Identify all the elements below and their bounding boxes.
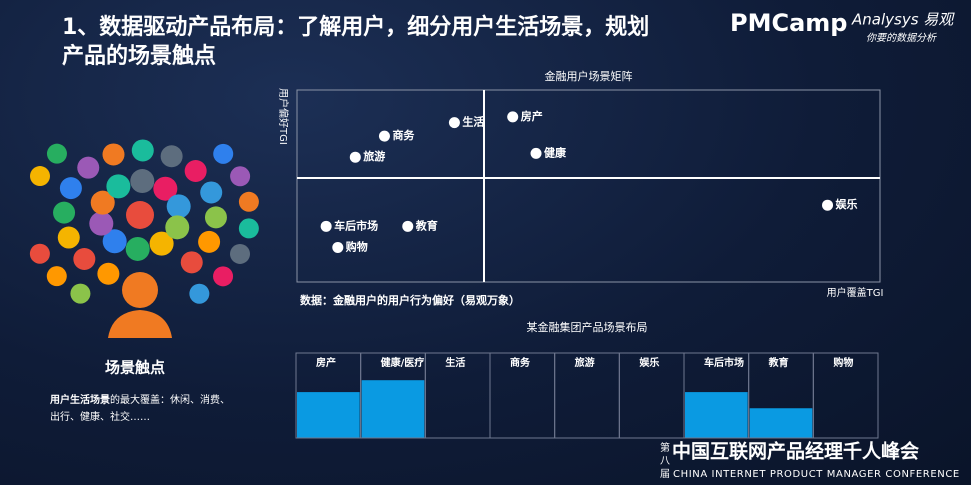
icon (97, 262, 120, 285)
point-label: 娱乐 (836, 197, 858, 211)
icon (125, 236, 150, 261)
icon (200, 181, 223, 204)
partner-slogan: 你要的数据分析 (866, 32, 937, 44)
person-icon (108, 272, 172, 338)
icon (166, 194, 191, 219)
point (349, 151, 361, 163)
person-head (122, 272, 158, 308)
point-label: 购物 (346, 239, 368, 253)
icon (213, 143, 234, 164)
person-body (108, 310, 172, 338)
icon (165, 215, 190, 240)
point (378, 130, 390, 142)
icon (46, 266, 67, 287)
category-label: 教育 (768, 356, 789, 369)
icon (29, 166, 50, 187)
icon (53, 201, 76, 224)
category-label: 商务 (510, 356, 531, 369)
title-line: 产品的场景触点 (62, 43, 216, 69)
icon (106, 174, 131, 199)
cell (812, 352, 879, 439)
point (332, 241, 344, 253)
icon (184, 160, 207, 183)
category-label: 房产 (316, 356, 336, 369)
icon (204, 206, 227, 229)
point (507, 111, 519, 123)
icon (29, 243, 50, 264)
edition-1: 第 (660, 441, 670, 454)
description-bold: 用户生活场景 (50, 395, 110, 406)
footer-subtitle: CHINA INTERNET PRODUCT MANAGER CONFERENC… (673, 469, 960, 480)
point (448, 117, 460, 129)
icon (130, 169, 155, 194)
icon (126, 201, 154, 229)
category-label: 健康/医疗 (381, 356, 425, 369)
point (822, 199, 834, 211)
edition-3: 届 (660, 468, 670, 480)
footer-title: 中国互联网产品经理千人峰会 (672, 440, 919, 463)
category-label: 车后市场 (704, 356, 744, 369)
point (320, 220, 332, 232)
chart-title: 某金融集团产品场景布局 (527, 320, 648, 334)
point-label: 教育 (415, 218, 438, 232)
y-axis-label: 用户偏好TGI (277, 88, 290, 145)
icon (238, 191, 259, 212)
point-label: 房产 (521, 109, 543, 123)
category-label: 娱乐 (639, 356, 659, 369)
icon (230, 166, 251, 187)
icon (238, 218, 259, 239)
brand: PMCamp (730, 9, 847, 37)
category-label: 购物 (833, 356, 853, 369)
bar (361, 380, 425, 438)
description-text: 的最大覆盖：休闲、消费、出行、健康、社交…… (50, 395, 230, 423)
point-label: 健康 (544, 145, 567, 159)
bar (749, 408, 813, 438)
plot-frame (296, 89, 881, 283)
bar (297, 392, 360, 438)
icon (73, 247, 96, 270)
category-label: 生活 (445, 356, 465, 369)
icon (131, 139, 154, 162)
icon (160, 145, 183, 168)
bar (685, 392, 748, 438)
chart-title: 金融用户场景矩阵 (545, 69, 633, 83)
icon (77, 156, 100, 179)
left-label: 场景触点 (105, 359, 165, 377)
icon (102, 229, 127, 254)
point-label: 旅游 (363, 149, 385, 163)
icon (153, 176, 178, 201)
edition-2: 八 (660, 456, 670, 467)
icon (198, 230, 221, 253)
point (530, 147, 542, 159)
x-axis-label: 用户覆盖TGI (827, 286, 884, 299)
point-label: 车后市场 (334, 218, 378, 232)
icon (90, 190, 115, 215)
icon (230, 243, 251, 264)
icon-cluster (29, 139, 259, 304)
icon (57, 226, 80, 249)
icon (102, 143, 125, 166)
source-note: 数据：金融用户的用户行为偏好（易观万象） (300, 293, 520, 307)
point-label: 商务 (392, 128, 415, 142)
icon (149, 231, 174, 256)
icon (46, 143, 67, 164)
icon (180, 251, 203, 274)
category-label: 旅游 (575, 356, 595, 369)
left-description: 用户生活场景的最大覆盖：休闲、消费、出行、健康、社交…… (50, 392, 235, 426)
icon (70, 283, 91, 304)
icon (89, 211, 114, 236)
point (402, 220, 414, 232)
icon (213, 266, 234, 287)
icon (189, 283, 210, 304)
icon (59, 177, 82, 200)
partner: Analysys 易观 (851, 11, 955, 29)
point-label: 生活 (462, 115, 484, 129)
title-line: 1、数据驱动产品布局：了解用户，细分用户生活场景，规划 (62, 14, 649, 40)
